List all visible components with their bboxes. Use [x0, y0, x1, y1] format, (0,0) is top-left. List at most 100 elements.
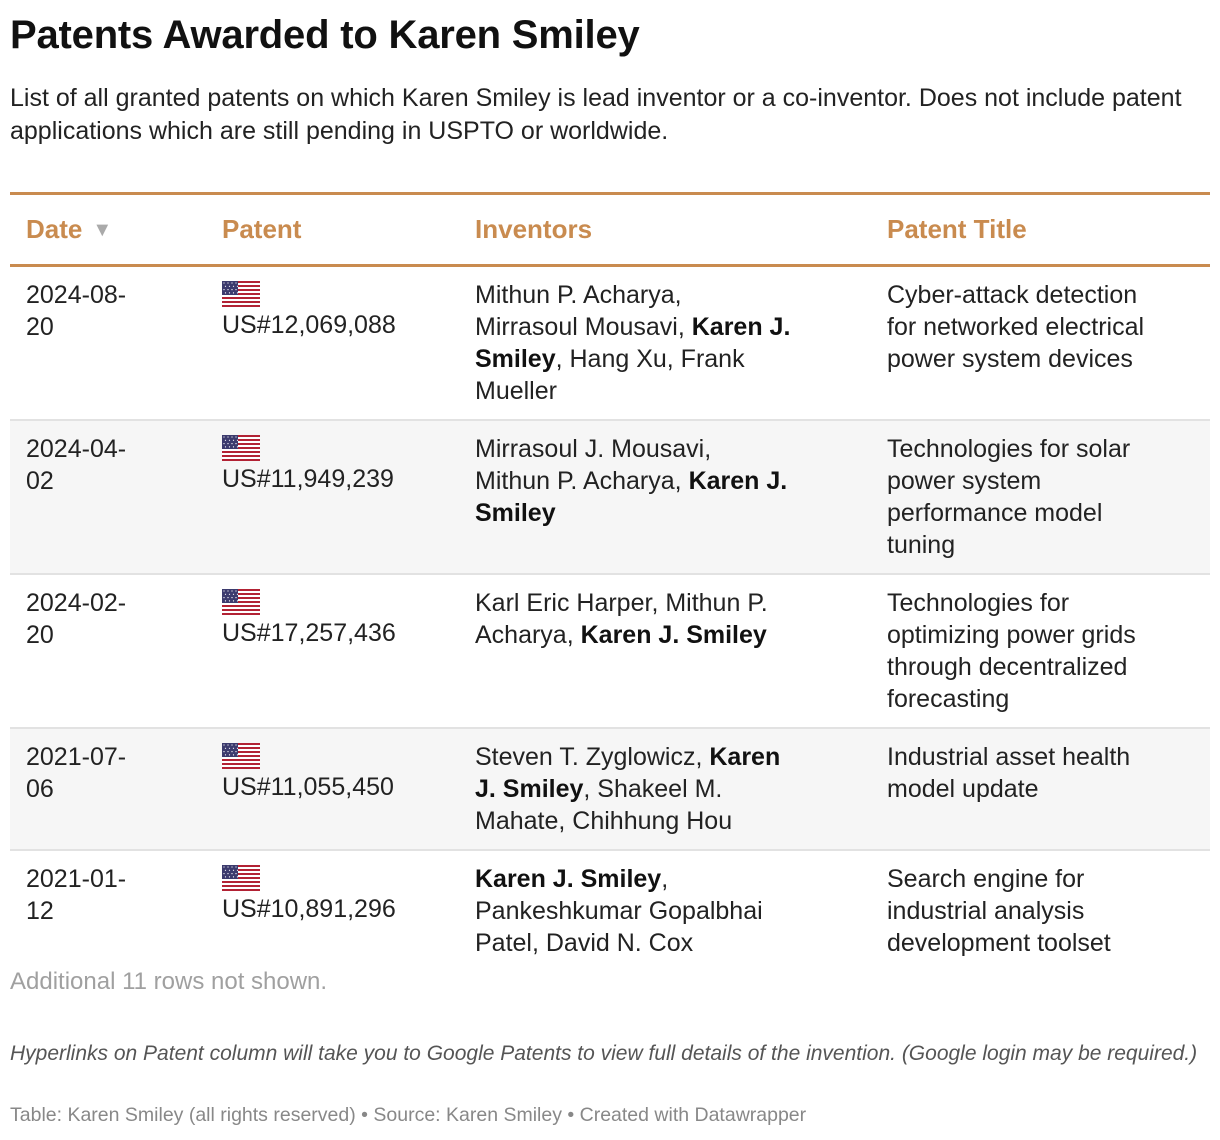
title-line: model update	[887, 775, 1039, 803]
us-flag-icon	[222, 435, 260, 461]
inventor-text: Karl Eric Harper, Mithun P.	[475, 589, 768, 617]
highlighted-inventor: Karen J.	[688, 467, 788, 495]
date-line: 20	[26, 313, 54, 341]
table-row: 2024-08- 20 US#12,069,088 Mithun P. Acharya…	[10, 266, 1210, 421]
sort-descending-icon[interactable]: ▼	[92, 219, 113, 241]
title-line: development toolset	[887, 929, 1111, 957]
cell-patent: US#12,069,088	[206, 266, 459, 421]
date-line: 20	[26, 621, 54, 649]
patent-link[interactable]: US#11,949,239	[222, 465, 394, 493]
date-line: 12	[26, 897, 54, 925]
date-line: 2024-04-	[26, 435, 127, 463]
cell-patent-title: Search engine for industrial analysis deve…	[871, 850, 1210, 971]
inventor-text: Mirrasoul J. Mousavi,	[475, 435, 712, 463]
title-line: Technologies for	[887, 589, 1070, 617]
title-line: optimizing power grids	[887, 621, 1136, 649]
inventor-text: Acharya,	[475, 621, 581, 649]
title-line: Industrial asset health	[887, 743, 1131, 771]
table-row: 2024-02- 20 US#17,257,436 Karl Eric Harper,…	[10, 574, 1210, 728]
date-line: 06	[26, 775, 54, 803]
patent-link[interactable]: US#10,891,296	[222, 895, 396, 923]
inventor-line: Mithun P. Acharya,	[475, 279, 855, 311]
header-patent[interactable]: Patent	[206, 194, 459, 266]
highlighted-inventor: Karen J.	[691, 313, 791, 341]
cell-patent-title: Technologies for solar power system perfor…	[871, 420, 1210, 574]
chart-footer: Table: Karen Smiley (all rights reserved…	[10, 1104, 807, 1126]
cell-patent: US#11,949,239	[206, 420, 459, 574]
header-date-label: Date	[26, 214, 83, 244]
chart-container: Patents Awarded to Karen Smiley List of …	[10, 10, 1210, 971]
header-date[interactable]: Date ▼	[10, 194, 206, 266]
highlighted-inventor: Karen J. Smiley	[580, 621, 767, 649]
highlighted-inventor: Smiley	[475, 345, 556, 373]
inventor-line: Pankeshkumar Gopalbhai	[475, 895, 855, 927]
us-flag-icon	[222, 743, 260, 769]
title-line: industrial analysis	[887, 897, 1085, 925]
patent-link[interactable]: US#11,055,450	[222, 773, 394, 801]
table-header-row: Date ▼ Patent Inventors Patent Title	[10, 193, 1210, 266]
cell-patent-title: Cyber-attack detection for networked elec…	[871, 266, 1210, 421]
highlighted-inventor: Karen J. Smiley	[475, 865, 662, 893]
title-line: through decentralized	[887, 653, 1128, 681]
cell-date: 2021-07- 06	[10, 728, 206, 850]
inventor-text: Steven T. Zyglowicz,	[475, 743, 710, 771]
cell-patent-title: Industrial asset health model update	[871, 728, 1210, 850]
cell-inventors: Mirrasoul J. Mousavi, Mithun P. Acharya, …	[459, 420, 871, 574]
cell-date: 2021-01- 12	[10, 850, 206, 971]
title-line: power system devices	[887, 345, 1133, 373]
header-inventors[interactable]: Inventors	[459, 194, 871, 266]
title-line: Technologies for solar	[887, 435, 1131, 463]
inventor-text: Mirrasoul Mousavi,	[475, 313, 692, 341]
inventor-text: Pankeshkumar Gopalbhai	[475, 897, 763, 925]
cell-patent: US#17,257,436	[206, 574, 459, 728]
cell-inventors: Karen J. Smiley, Pankeshkumar Gopalbhai Pa…	[459, 850, 871, 971]
header-inventors-label: Inventors	[475, 214, 593, 244]
inventor-line: Karl Eric Harper, Mithun P.	[475, 587, 855, 619]
hyperlink-note: Hyperlinks on Patent column will take yo…	[10, 1042, 1198, 1065]
inventor-text: Mahate, Chihhung Hou	[475, 807, 733, 835]
inventor-line: Mirrasoul J. Mousavi,	[475, 433, 855, 465]
inventor-line: Karen J. Smiley,	[475, 863, 855, 895]
patent-link[interactable]: US#12,069,088	[222, 311, 396, 339]
inventor-text: , Shakeel M.	[583, 775, 723, 803]
cell-inventors: Mithun P. Acharya, Mirrasoul Mousavi, Kar…	[459, 266, 871, 421]
highlighted-inventor: Karen	[709, 743, 781, 771]
date-line: 02	[26, 467, 54, 495]
inventor-line: Mirrasoul Mousavi, Karen J.	[475, 311, 855, 343]
title-line: Search engine for	[887, 865, 1085, 893]
cell-patent-title: Technologies for optimizing power grids th…	[871, 574, 1210, 728]
inventor-text: ,	[661, 865, 669, 893]
date-line: 2021-01-	[26, 865, 127, 893]
us-flag-icon	[222, 589, 260, 615]
inventor-line: Mithun P. Acharya, Karen J.	[475, 465, 855, 497]
additional-rows-note: Additional 11 rows not shown.	[10, 968, 328, 995]
title-line: performance model	[887, 499, 1103, 527]
us-flag-icon	[222, 281, 260, 307]
date-line: 2024-08-	[26, 281, 127, 309]
inventor-text: Mithun P. Acharya,	[475, 467, 689, 495]
cell-date: 2024-04- 02	[10, 420, 206, 574]
title-line: forecasting	[887, 685, 1010, 713]
inventor-text: , Hang Xu, Frank	[555, 345, 745, 373]
chart-title: Patents Awarded to Karen Smiley	[10, 13, 640, 57]
cell-date: 2024-02- 20	[10, 574, 206, 728]
cell-patent: US#11,055,450	[206, 728, 459, 850]
us-flag-icon	[222, 865, 260, 891]
inventor-line: Smiley	[475, 497, 855, 529]
inventor-line: Smiley, Hang Xu, Frank	[475, 343, 855, 375]
patent-link[interactable]: US#17,257,436	[222, 619, 396, 647]
table-row: 2024-04- 02 US#11,949,239 Mirrasoul J. Mous…	[10, 420, 1210, 574]
inventor-line: Patel, David N. Cox	[475, 927, 855, 959]
highlighted-inventor: J. Smiley	[475, 775, 584, 803]
title-line: Cyber-attack detection	[887, 281, 1138, 309]
date-line: 2021-07-	[26, 743, 127, 771]
inventor-text: Mithun P. Acharya,	[475, 281, 682, 309]
cell-patent: US#10,891,296	[206, 850, 459, 971]
inventor-text: Mueller	[475, 377, 557, 405]
header-patent-title-label: Patent Title	[887, 214, 1027, 244]
cell-date: 2024-08- 20	[10, 266, 206, 421]
header-patent-title[interactable]: Patent Title	[871, 194, 1210, 266]
table-row: 2021-01- 12 US#10,891,296 Karen J. Smiley, P…	[10, 850, 1210, 971]
inventor-text: Patel, David N. Cox	[475, 929, 694, 957]
table-body: 2024-08- 20 US#12,069,088 Mithun P. Acharya…	[10, 266, 1210, 972]
